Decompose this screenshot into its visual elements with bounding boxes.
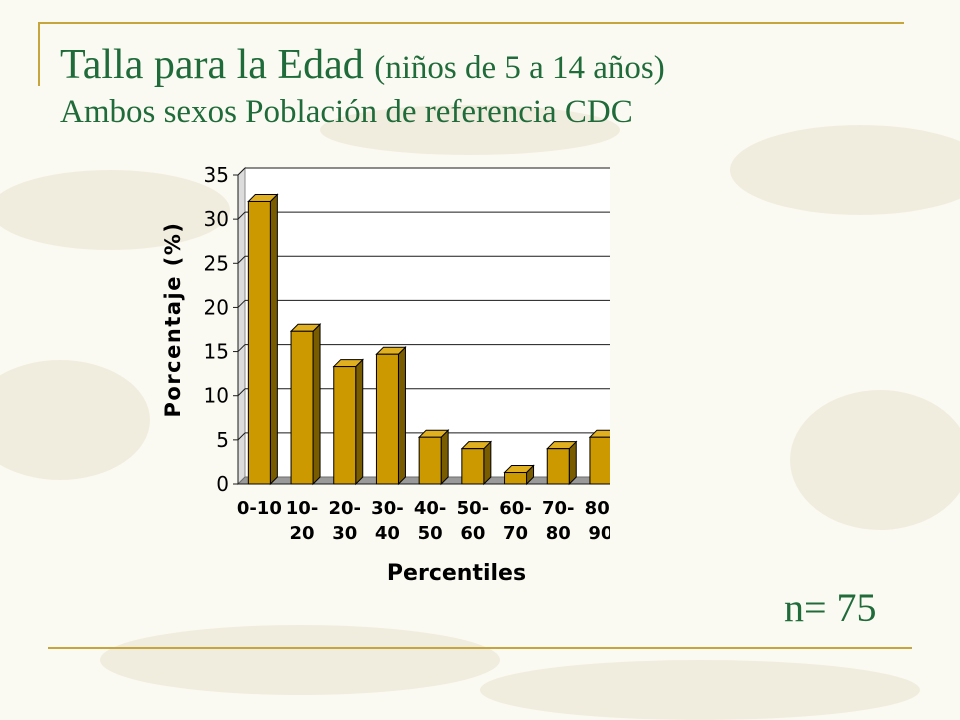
x-tick-label: 70: [503, 523, 528, 544]
slide-subtitle: Ambos sexos Población de referencia CDC: [60, 94, 633, 130]
x-tick-label: 50-: [457, 498, 490, 519]
top-rule: [38, 22, 904, 24]
y-tick-label: 15: [204, 340, 229, 364]
y-tick-label: 35: [204, 163, 229, 187]
left-rule: [38, 22, 40, 86]
bar-side: [269, 193, 278, 486]
x-tick-label: 20-: [328, 498, 361, 519]
bar: [589, 436, 610, 485]
bar-side: [312, 323, 321, 486]
x-tick-label: 30-: [371, 498, 404, 519]
bar-side: [355, 358, 364, 486]
bar: [290, 330, 314, 485]
gridline-side: [237, 255, 246, 264]
slide-title: Talla para la Edad (niños de 5 a 14 años…: [60, 40, 920, 131]
bar: [504, 472, 528, 485]
sample-size-label: n= 75: [784, 585, 877, 630]
x-tick-label: 60: [460, 523, 485, 544]
x-tick-label: 80: [546, 523, 571, 544]
gridline-side: [237, 300, 246, 308]
x-tick-label: 20: [290, 523, 315, 544]
bar: [546, 448, 570, 485]
y-tick-label: 30: [204, 207, 229, 231]
y-axis-title: Porcentaje (%): [161, 221, 185, 417]
y-tick-label: 10: [204, 384, 229, 408]
bar-side: [397, 346, 406, 486]
y-tick-label: 5: [216, 428, 229, 452]
y-tick-label: 25: [204, 251, 229, 275]
gridline-side: [237, 167, 246, 176]
title-parenthetical: (niños de 5 a 14 años): [374, 50, 665, 86]
title-main: Talla para la Edad: [60, 42, 364, 88]
x-tick-label: 50: [418, 523, 443, 544]
bar: [418, 436, 442, 485]
x-tick-label: 80-: [585, 498, 610, 519]
y-tick-label: 0: [216, 472, 229, 496]
x-tick-label: 70-: [542, 498, 575, 519]
gridline-side: [237, 388, 246, 397]
x-tick-label: 60-: [499, 498, 532, 519]
y-tick-label: 20: [204, 295, 229, 319]
bar: [461, 448, 485, 485]
gridline-side: [237, 211, 246, 220]
bar: [333, 366, 357, 485]
x-tick-label: 10-: [286, 498, 319, 519]
x-tick-label: 40-: [414, 498, 447, 519]
bottom-rule: [48, 647, 912, 649]
bar-chart: 0 5 10 15 20 25 30 35 0-10 10- 20 20- 30 30- 40 40- 50 50…: [161, 163, 610, 586]
x-axis-title: Percentiles: [387, 561, 526, 586]
x-tick-label: 0-10: [237, 498, 282, 519]
gridline-side: [237, 344, 246, 352]
bar-side: [440, 429, 449, 486]
x-tick-label: 90: [588, 523, 610, 544]
gridline-side: [237, 432, 246, 441]
bar: [247, 200, 271, 485]
bar: [375, 353, 399, 485]
x-tick-label: 30: [332, 523, 357, 544]
x-tick-label: 40: [375, 523, 400, 544]
